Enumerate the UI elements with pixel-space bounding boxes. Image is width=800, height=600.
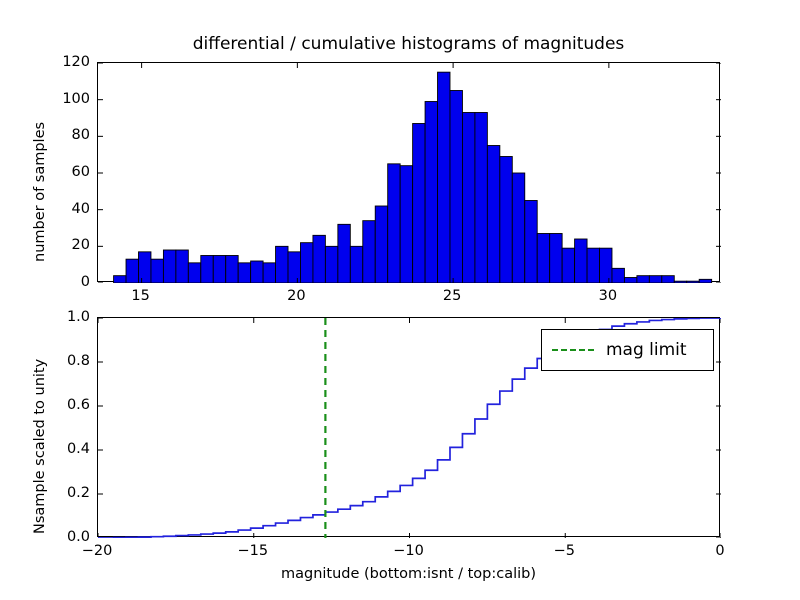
figure-canvas: differential / cumulative histograms of … <box>0 0 800 600</box>
histogram-bar <box>612 268 624 283</box>
histogram-bar <box>188 263 200 283</box>
histogram-bar <box>126 259 138 283</box>
histogram-bar <box>537 234 549 284</box>
histogram-bar <box>600 248 612 283</box>
bottom-xtick-label: −10 <box>393 543 424 559</box>
histogram-bar <box>251 261 263 283</box>
top-ytick-label: 60 <box>35 164 90 180</box>
histogram-bar <box>475 113 487 284</box>
histogram-bar <box>388 164 400 283</box>
legend-label-mag-limit: mag limit <box>606 340 687 360</box>
histogram-bar <box>425 102 437 284</box>
histogram-bar <box>138 252 150 283</box>
bottom-ytick-label: 0.4 <box>35 441 90 457</box>
histogram-bar <box>462 113 474 284</box>
histogram-bar <box>550 234 562 284</box>
bottom-ytick-label: 0.6 <box>35 397 90 413</box>
histogram-bar <box>201 256 213 284</box>
histogram-bar <box>575 239 587 283</box>
histogram-bar <box>238 263 250 283</box>
histogram-bar <box>313 235 325 283</box>
histogram-bar <box>276 246 288 283</box>
mag-limit-line-icon <box>552 349 594 351</box>
figure-title: differential / cumulative histograms of … <box>97 34 720 54</box>
histogram-bar <box>413 124 425 284</box>
bottom-xtick-label: −5 <box>554 543 575 559</box>
histogram-bar <box>176 250 188 283</box>
top-xtick-label: 20 <box>287 288 305 304</box>
bottom-xtick-label: −15 <box>237 543 268 559</box>
top-ytick-label: 120 <box>35 54 90 70</box>
top-ytick-label: 20 <box>35 237 90 253</box>
histogram-bar <box>114 276 126 283</box>
figure-xlabel: magnitude (bottom:isnt / top:calib) <box>97 566 720 582</box>
histogram-bar <box>624 278 636 284</box>
histogram-bar <box>487 146 499 284</box>
top-xtick-label: 30 <box>599 288 617 304</box>
top-xtick-label: 25 <box>443 288 461 304</box>
histogram-bar <box>662 276 674 283</box>
top-panel-axes <box>97 62 720 282</box>
legend: mag limit <box>541 329 714 371</box>
histogram-bar <box>699 279 711 283</box>
top-ytick-label: 100 <box>35 91 90 107</box>
bottom-xtick-label: −20 <box>82 543 113 559</box>
histogram-bar <box>500 157 512 284</box>
histogram-bar <box>375 206 387 283</box>
histogram-bar <box>325 246 337 283</box>
bottom-ytick-label: 0.2 <box>35 485 90 501</box>
histogram-bar <box>213 256 225 284</box>
top-ytick-label: 0 <box>35 274 90 290</box>
histogram-bar <box>226 256 238 284</box>
histogram-bar <box>263 263 275 283</box>
histogram-bar <box>637 276 649 283</box>
histogram-bar <box>288 252 300 283</box>
histogram-bar <box>562 248 574 283</box>
histogram-bar <box>163 250 175 283</box>
top-xtick-label: 15 <box>131 288 149 304</box>
bottom-xtick-label: 0 <box>715 543 724 559</box>
histogram-bar <box>438 72 450 283</box>
histogram-bar <box>674 281 686 283</box>
histogram-bar <box>587 248 599 283</box>
top-ytick-label: 80 <box>35 127 90 143</box>
histogram-bar <box>350 246 362 283</box>
differential-histogram-plot <box>98 63 721 283</box>
histogram-bar <box>450 91 462 284</box>
histogram-bar <box>300 243 312 283</box>
histogram-bar <box>649 276 661 283</box>
bottom-ytick-label: 1.0 <box>35 309 90 325</box>
histogram-bar <box>400 166 412 283</box>
histogram-bar <box>525 201 537 284</box>
histogram-bar <box>151 259 163 283</box>
histogram-bar <box>338 224 350 283</box>
top-ytick-label: 40 <box>35 201 90 217</box>
histogram-bar <box>363 221 375 283</box>
bottom-ytick-label: 0.8 <box>35 353 90 369</box>
histogram-bar <box>512 173 524 283</box>
histogram-bar <box>687 281 699 283</box>
